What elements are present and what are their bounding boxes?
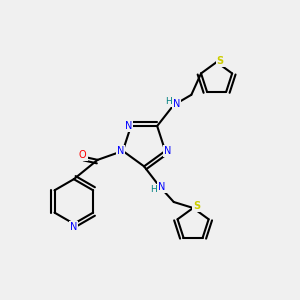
Text: S: S xyxy=(193,201,200,211)
Text: H: H xyxy=(150,185,157,194)
Text: N: N xyxy=(70,222,77,232)
Text: S: S xyxy=(217,56,224,66)
Text: N: N xyxy=(173,99,180,109)
Text: O: O xyxy=(79,150,86,161)
Text: N: N xyxy=(164,146,171,156)
Text: N: N xyxy=(158,182,166,192)
Text: H: H xyxy=(165,97,172,106)
Text: N: N xyxy=(117,146,124,156)
Text: N: N xyxy=(125,121,132,131)
